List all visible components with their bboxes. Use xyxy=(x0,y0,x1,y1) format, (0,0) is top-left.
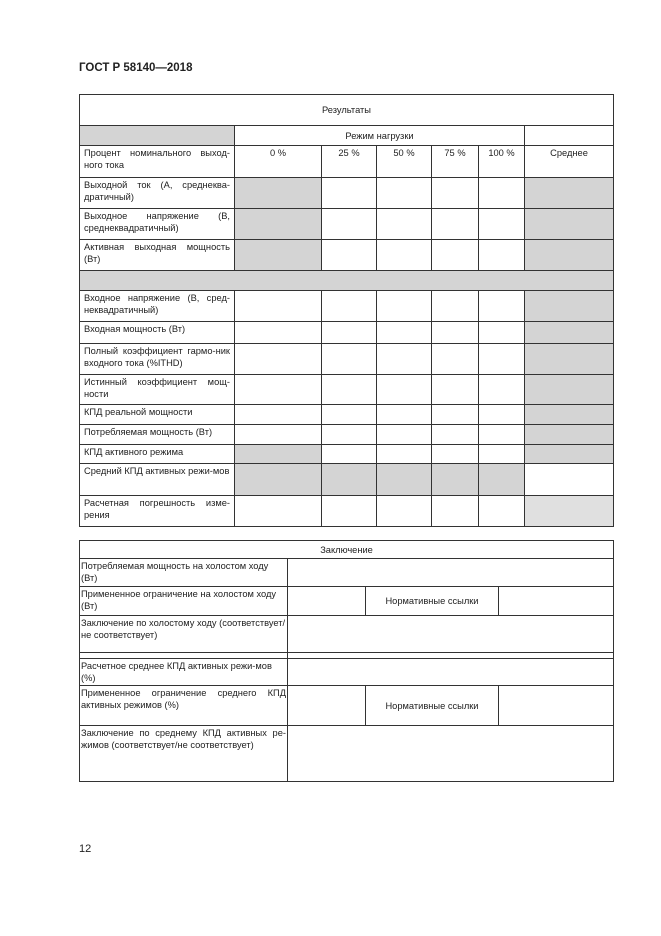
row-label: Выходное напряжение (В, среднеквадратичн… xyxy=(79,208,235,240)
row-label: Потребляемая мощность на холостом ходу (… xyxy=(79,558,288,587)
row-label: Заключение по среднему КПД активных ре-ж… xyxy=(79,725,288,782)
row-label: КПД реальной мощности xyxy=(79,404,235,425)
results-table: Результаты Режим нагрузки Процент номина… xyxy=(79,94,614,527)
row-label: Расчетное среднее КПД активных режи-мов … xyxy=(79,658,288,686)
refs-label: Нормативные ссылки xyxy=(365,586,499,616)
col-average: Среднее xyxy=(524,145,614,178)
row-label: Примененное ограничение на холостом ходу… xyxy=(79,586,288,616)
separator-row xyxy=(79,270,614,291)
row-label: Расчетная погрешность изме-рения xyxy=(79,495,235,527)
refs-label: Нормативные ссылки xyxy=(365,685,499,726)
col-0: 0 % xyxy=(234,145,322,178)
row-label: Входная мощность (Вт) xyxy=(79,321,235,344)
page-number: 12 xyxy=(79,843,92,855)
document-header: ГОСТ Р 58140—2018 xyxy=(79,62,193,74)
load-mode-header: Режим нагрузки xyxy=(234,125,525,146)
row-label: Истинный коэффициент мощ-ности xyxy=(79,374,235,405)
row-label: Средний КПД активных режи-мов xyxy=(79,463,235,496)
row-label: Потребляемая мощность (Вт) xyxy=(79,424,235,445)
percent-label: Процент номинального выход-ного тока xyxy=(79,145,235,178)
col-50: 50 % xyxy=(376,145,432,178)
row-label: Активная выходная мощность (Вт) xyxy=(79,239,235,271)
col-25: 25 % xyxy=(321,145,377,178)
row-label: Заключение по холостому ходу (соответств… xyxy=(79,615,288,653)
row-label: Выходной ток (А, среднеква-дратичный) xyxy=(79,177,235,209)
conclusion-table: Заключение Потребляемая мощность на холо… xyxy=(78,540,615,782)
row-label: Полный коэффициент гармо-ник входного то… xyxy=(79,343,235,375)
row-label: Входное напряжение (В, сред-неквадратичн… xyxy=(79,290,235,322)
conclusion-title: Заключение xyxy=(78,540,615,559)
col-75: 75 % xyxy=(431,145,479,178)
col-100: 100 % xyxy=(478,145,525,178)
row-label: Примененное ограничение среднего КПД акт… xyxy=(79,685,288,726)
results-title: Результаты xyxy=(79,94,614,126)
row-label: КПД активного режима xyxy=(79,444,235,464)
